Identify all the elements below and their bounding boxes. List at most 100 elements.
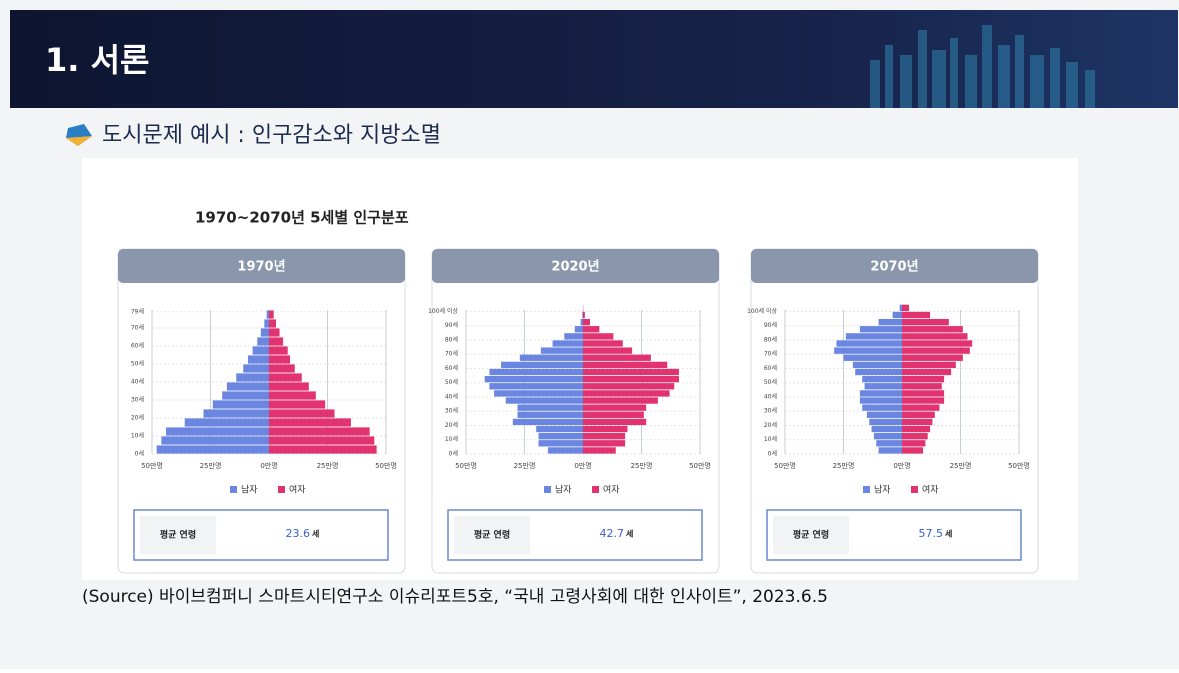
bar	[855, 369, 902, 375]
avg-unit: 세	[945, 529, 952, 539]
avg-value: 23.6	[286, 527, 311, 540]
x-tick-label: 25만명	[317, 461, 339, 470]
bar	[860, 397, 902, 403]
y-tick-label: 70세	[445, 350, 458, 358]
bar	[902, 426, 930, 432]
bar	[583, 426, 627, 432]
x-tick-label: 0만명	[260, 461, 277, 470]
bar	[583, 326, 599, 332]
bar	[269, 382, 309, 390]
y-tick-label: 30세	[445, 407, 458, 415]
bar	[248, 355, 269, 363]
bar	[902, 433, 928, 439]
bar	[902, 440, 925, 446]
bar	[902, 319, 949, 325]
bar	[902, 397, 944, 403]
bar	[261, 328, 269, 336]
x-tick-label: 50만명	[774, 461, 796, 470]
avg-unit: 세	[626, 529, 633, 539]
bar	[902, 419, 932, 425]
bar	[902, 305, 909, 311]
bar	[269, 391, 316, 399]
legend-swatch	[278, 486, 285, 493]
y-tick-label: 50세	[131, 360, 144, 368]
y-tick-label: 60세	[131, 342, 144, 350]
y-tick-label: 100세 이상	[747, 307, 777, 315]
avg-label: 평균 연령	[160, 529, 196, 541]
y-tick-label: 80세	[764, 335, 777, 343]
bar	[862, 404, 902, 410]
legend-swatch	[544, 486, 551, 493]
bar	[902, 412, 935, 418]
y-tick-label: 50세	[445, 378, 458, 386]
bar	[583, 440, 625, 446]
y-tick-label: 20세	[764, 421, 777, 429]
bar	[269, 436, 374, 444]
bar	[583, 340, 623, 346]
bar	[548, 447, 583, 453]
bar	[269, 319, 276, 327]
bar	[583, 347, 632, 353]
card-title: 1970년	[237, 260, 285, 275]
y-tick-label: 60세	[764, 364, 777, 372]
bar	[581, 319, 583, 325]
y-tick-label: 90세	[764, 321, 777, 329]
bar	[902, 369, 951, 375]
bar	[902, 312, 930, 318]
y-tick-label: 30세	[131, 396, 144, 404]
bar	[267, 310, 269, 318]
avg-value: 57.5	[919, 527, 944, 540]
legend-swatch	[230, 486, 237, 493]
bar	[583, 369, 679, 375]
bar	[494, 390, 583, 396]
y-tick-label: 20세	[131, 414, 144, 422]
bar	[269, 310, 274, 318]
y-tick-label: 40세	[131, 378, 144, 386]
x-tick-label: 50만명	[689, 461, 711, 470]
figure-title: 1970~2070년 5세별 인구분포	[195, 209, 409, 227]
x-tick-label: 25만명	[514, 461, 536, 470]
y-tick-label: 0세	[135, 450, 144, 458]
bar	[269, 364, 295, 372]
bar	[879, 447, 902, 453]
x-tick-label: 50만명	[455, 461, 477, 470]
x-tick-label: 50만명	[375, 461, 397, 470]
bar	[489, 383, 583, 389]
x-tick-label: 50만명	[141, 461, 163, 470]
bar	[583, 319, 590, 325]
y-tick-label: 40세	[764, 392, 777, 400]
bar	[583, 419, 646, 425]
bar	[506, 397, 583, 403]
bar	[867, 412, 902, 418]
bar	[536, 426, 583, 432]
x-tick-label: 25만명	[833, 461, 855, 470]
bar	[553, 340, 583, 346]
legend-label: 여자	[922, 484, 939, 496]
bar	[865, 383, 902, 389]
y-tick-label: 90세	[445, 321, 458, 329]
bar	[227, 382, 269, 390]
bar	[166, 427, 269, 435]
bar	[583, 447, 616, 453]
bar	[902, 376, 944, 382]
bar	[269, 427, 370, 435]
bar	[902, 333, 968, 339]
y-tick-label: 60세	[445, 364, 458, 372]
legend-label: 남자	[874, 485, 891, 496]
bar	[902, 340, 972, 346]
bar	[485, 376, 583, 382]
y-tick-label: 50세	[764, 378, 777, 386]
source-note: (Source) 바이브컴퍼니 스마트시티연구소 이슈리포트5호, “국내 고령…	[82, 587, 828, 607]
bar	[872, 426, 902, 432]
bar	[575, 326, 583, 332]
bar	[213, 400, 269, 408]
bar	[583, 397, 658, 403]
bar	[583, 376, 679, 382]
bar	[902, 390, 944, 396]
avg-label: 평균 연령	[474, 529, 510, 541]
bar	[860, 326, 902, 332]
avg-unit: 세	[312, 529, 319, 539]
bar	[269, 418, 351, 426]
